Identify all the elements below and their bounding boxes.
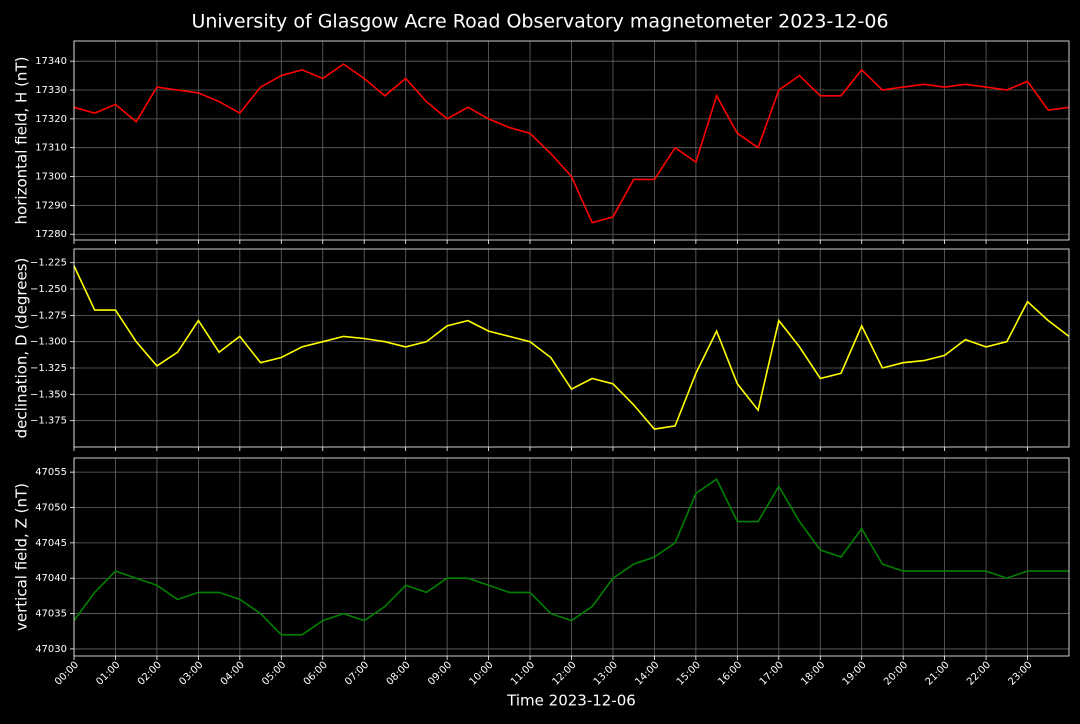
y-tick-label: 47045 [35,538,67,549]
y-tick-label: −1.300 [30,337,67,348]
x-tick-label: 12:00 [550,660,578,688]
y-tick-label: 17330 [35,85,67,96]
x-tick-label: 01:00 [94,660,122,688]
y-tick-label: 47040 [35,573,67,584]
x-tick-label: 20:00 [882,660,910,688]
x-tick-label: 13:00 [592,660,620,688]
y-tick-label: −1.350 [30,389,67,400]
x-tick-label: 09:00 [426,660,454,688]
x-tick-label: 18:00 [799,660,827,688]
y-tick-label: −1.250 [30,284,67,295]
x-tick-label: 04:00 [219,660,247,688]
y-axis-label: vertical field, Z (nT) [13,483,31,631]
chart-title: University of Glasgow Acre Road Observat… [191,11,888,33]
x-tick-label: 15:00 [675,660,703,688]
x-tick-label: 00:00 [53,660,81,688]
y-tick-label: 47050 [35,503,67,514]
x-axis-label: Time 2023-12-06 [506,692,636,710]
x-tick-label: 02:00 [136,660,164,688]
x-tick-label: 11:00 [509,660,537,688]
y-tick-label: 17280 [35,229,67,240]
y-tick-label: −1.375 [30,416,67,427]
y-tick-label: −1.225 [30,258,67,269]
x-tick-label: 17:00 [758,660,786,688]
x-tick-label: 05:00 [260,660,288,688]
x-tick-label: 08:00 [385,660,413,688]
y-tick-label: 17310 [35,143,67,154]
data-line [73,478,1069,636]
x-tick-label: 07:00 [343,660,371,688]
y-tick-label: −1.325 [30,363,67,374]
y-axis-label: horizontal field, H (nT) [13,57,31,225]
x-tick-label: 14:00 [633,660,661,688]
y-tick-label: 17320 [35,114,67,125]
data-line [73,265,1070,430]
x-tick-label: 22:00 [965,660,993,688]
y-tick-label: −1.275 [30,310,67,321]
x-tick-label: 23:00 [1006,660,1034,688]
x-tick-label: 03:00 [177,660,205,688]
y-tick-label: 17340 [35,56,67,67]
y-tick-label: 17290 [35,200,67,211]
x-tick-label: 19:00 [841,660,869,688]
axes-frame [73,40,1070,241]
y-tick-label: 17300 [35,172,67,183]
x-tick-label: 10:00 [467,660,495,688]
y-tick-label: 47035 [35,609,67,620]
axes-frame [73,457,1070,657]
x-tick-label: 16:00 [716,660,744,688]
axes-frame [73,248,1070,448]
x-tick-label: 06:00 [302,660,330,688]
y-tick-label: 47030 [35,644,67,655]
y-tick-label: 47055 [35,467,67,478]
data-line [73,63,1070,224]
y-axis-label: declination, D (degrees) [13,258,31,439]
x-tick-label: 21:00 [924,660,952,688]
